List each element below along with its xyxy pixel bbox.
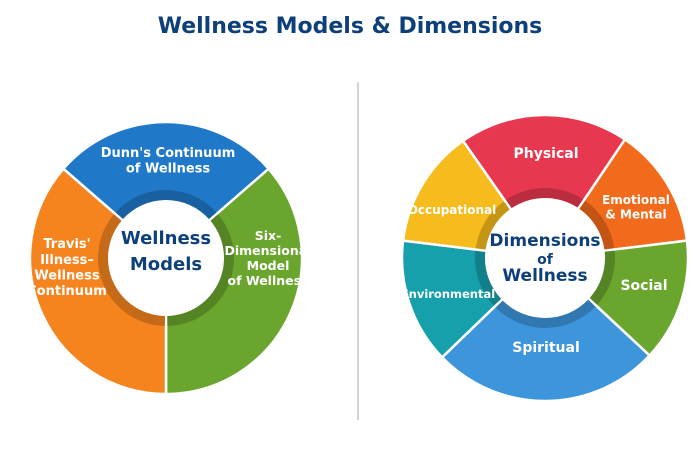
segment-inner-ring (474, 250, 502, 306)
segment-inner-ring (98, 214, 165, 326)
segment-label: Six- (255, 228, 282, 243)
segment-inner-ring (167, 214, 234, 326)
segment-label: Continuum (27, 284, 107, 299)
segment-shape (61, 120, 271, 222)
segment-label: Environmental (401, 287, 495, 301)
center-label: of (537, 252, 554, 268)
center-circle (486, 199, 604, 317)
center-label: Dimensions (489, 231, 600, 251)
segment-inner-ring (505, 187, 584, 209)
dimension-segment: Spiritual (440, 297, 652, 403)
segment-shape (28, 167, 168, 396)
segment-shape (576, 137, 689, 253)
segment-label: Spiritual (512, 340, 580, 356)
segment-shape (401, 139, 513, 253)
segment-shape (440, 297, 652, 403)
dimension-segment: Occupational (401, 139, 513, 253)
segment-label: Dimensional (225, 243, 312, 258)
segment-label: Occupational (408, 203, 497, 217)
center-label: Wellness (121, 228, 211, 249)
segment-label: Wellness (34, 268, 99, 283)
segment-label: Illness– (40, 253, 94, 268)
segment-label: Dunn's Continuum (101, 146, 236, 161)
segment-label: Model (247, 258, 290, 273)
segment-inner-ring (475, 201, 510, 250)
segment-inner-ring (589, 250, 615, 305)
segment-label: & Mental (605, 207, 666, 221)
segment-inner-ring (115, 189, 217, 220)
center-label: Wellness (502, 266, 587, 286)
divider (357, 82, 359, 420)
dimension-segment: Social (587, 239, 690, 358)
segment-label: Physical (513, 146, 578, 162)
dimension-segment: Emotional& Mental (576, 137, 689, 253)
segment-label: of Wellness (126, 161, 211, 176)
center-circle (109, 201, 223, 315)
segment-shape (164, 167, 304, 396)
segment-label: Travis' (43, 237, 90, 252)
segment-label: of Wellness (227, 273, 308, 288)
page-title: Wellness Models & Dimensions (157, 14, 543, 39)
dimension-segment: Physical (461, 113, 627, 211)
segment-inner-ring (579, 200, 615, 250)
center-label: Models (130, 254, 202, 275)
segment-inner-ring (495, 299, 596, 328)
segment-label: Social (620, 278, 667, 294)
segment-label: Emotional (602, 193, 670, 207)
